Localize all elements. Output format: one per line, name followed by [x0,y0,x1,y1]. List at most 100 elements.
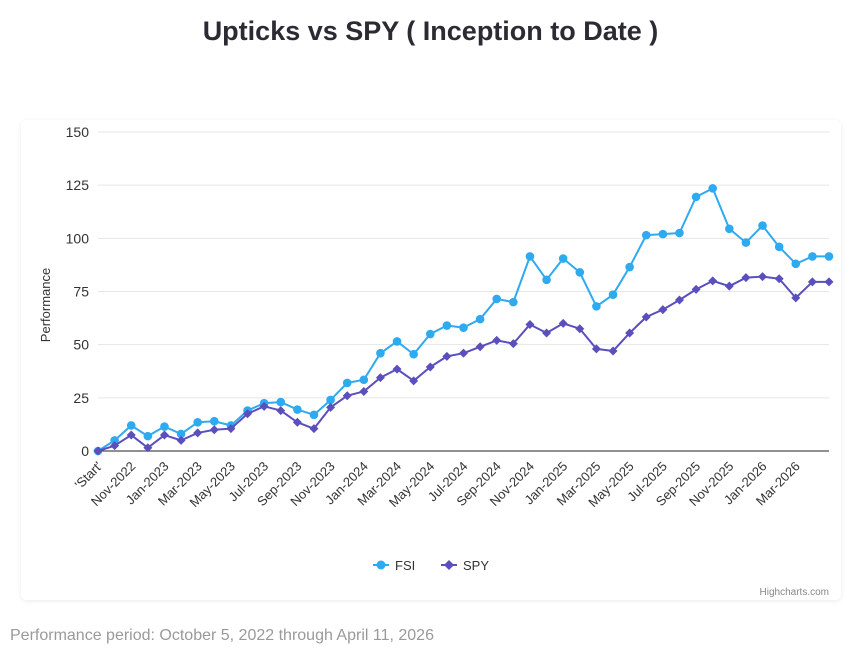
spy-point[interactable] [259,401,269,411]
spy-point[interactable] [674,295,684,305]
fsi-point[interactable] [276,397,286,407]
series-fsi [93,184,834,456]
spy-point[interactable] [758,272,768,282]
fsi-point[interactable] [425,329,435,339]
fsi-point[interactable] [625,262,634,272]
y-tick-label: 100 [66,230,90,246]
fsi-point[interactable] [359,375,369,385]
spy-point[interactable] [359,386,369,396]
spy-point[interactable] [243,409,253,419]
spy-point[interactable] [492,335,502,345]
fsi-point[interactable] [126,421,136,430]
spy-point[interactable] [326,402,336,412]
credits-link[interactable]: Highcharts.com [760,587,829,598]
spy-point[interactable] [658,305,668,315]
spy-point[interactable] [741,273,751,283]
spy-point[interactable] [807,277,817,287]
fsi-point[interactable] [758,221,767,230]
fsi-point[interactable] [342,378,352,388]
fsi-point[interactable] [193,417,202,427]
fsi-point[interactable] [409,349,418,359]
fsi-point[interactable] [509,297,518,307]
fsi-point[interactable] [525,252,535,261]
spy-point[interactable] [724,281,734,291]
spy-point[interactable] [591,344,601,354]
fsi-point[interactable] [326,395,335,405]
fsi-point[interactable] [376,348,385,358]
spy-point[interactable] [143,443,153,453]
fsi-point[interactable] [459,323,468,332]
fsi-point[interactable] [608,290,618,299]
y-tick-label: 125 [66,177,90,193]
series-spy [93,272,834,456]
spy-point[interactable] [292,417,302,427]
fsi-point[interactable] [708,184,718,193]
spy-point[interactable] [209,425,219,435]
fsi-point[interactable] [808,252,817,261]
spy-point[interactable] [525,319,535,329]
spy-point[interactable] [625,328,635,338]
fsi-point[interactable] [675,228,684,238]
fsi-point[interactable] [658,229,668,239]
spy-point[interactable] [375,373,385,383]
fsi-point[interactable] [791,259,801,269]
page-title: Upticks vs SPY ( Inception to Date ) [202,16,659,46]
spy-point[interactable] [342,391,352,401]
y-axis-title: Performance [38,268,53,342]
spy-point[interactable] [691,284,701,294]
spy-point[interactable] [442,351,452,361]
fsi-point[interactable] [209,416,219,426]
legend-spy-marker [444,560,454,570]
spy-point[interactable] [226,424,236,434]
spy-line [97,275,829,452]
fsi-point[interactable] [475,314,485,324]
fsi-point[interactable] [176,429,186,439]
spy-point[interactable] [392,364,402,374]
fsi-point[interactable] [392,337,402,346]
fsi-point[interactable] [575,268,585,277]
spy-point[interactable] [542,328,552,338]
legend-item-fsi[interactable]: FSI [373,558,415,573]
spy-point[interactable] [425,362,435,372]
legend-spy-label: SPY [463,558,489,573]
spy-point[interactable] [93,446,103,456]
fsi-point[interactable] [442,321,452,330]
fsi-point[interactable] [160,422,169,431]
fsi-point[interactable] [725,224,734,234]
fsi-point[interactable] [110,436,119,445]
spy-point[interactable] [459,348,468,358]
spy-point[interactable] [641,312,651,322]
fsi-point[interactable] [309,410,319,420]
fsi-point[interactable] [542,275,551,285]
spy-point[interactable] [824,277,834,287]
fsi-point[interactable] [774,242,784,252]
fsi-point[interactable] [741,238,751,247]
y-tick-label: 150 [66,124,90,140]
spy-point[interactable] [276,406,286,416]
spy-point[interactable] [176,435,186,445]
spy-point[interactable] [110,441,120,451]
fsi-point[interactable] [691,192,701,202]
spy-point[interactable] [558,318,568,328]
spy-point[interactable] [575,324,585,334]
fsi-point[interactable] [558,254,568,263]
spy-point[interactable] [791,293,801,303]
spy-point[interactable] [475,342,485,352]
spy-point[interactable] [608,346,618,356]
spy-point[interactable] [159,430,169,440]
fsi-point[interactable] [824,252,834,261]
fsi-point[interactable] [293,405,302,414]
spy-point[interactable] [708,276,718,286]
spy-point[interactable] [409,376,419,386]
fsi-point[interactable] [641,230,651,240]
spy-point[interactable] [193,428,203,438]
spy-point[interactable] [309,424,319,434]
fsi-point[interactable] [143,431,153,441]
fsi-point[interactable] [492,294,502,304]
legend-item-spy[interactable]: SPY [441,558,489,573]
fsi-point[interactable] [592,302,601,311]
spy-point[interactable] [508,339,518,349]
y-tick-label: 25 [73,390,89,406]
spy-point[interactable] [774,274,784,284]
